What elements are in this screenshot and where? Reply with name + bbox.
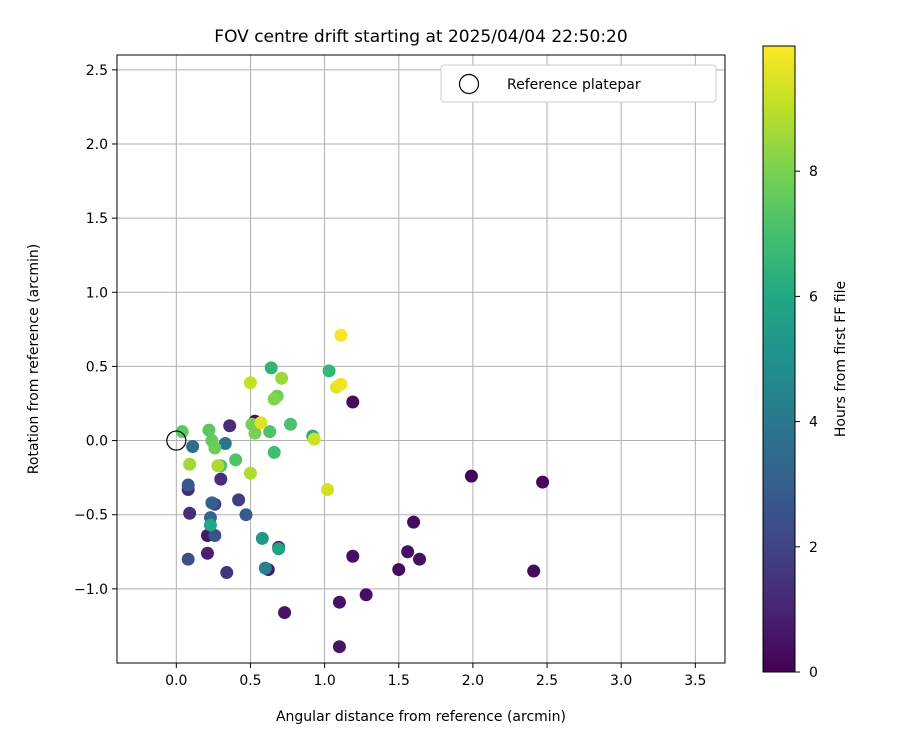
data-point — [334, 377, 348, 391]
data-point — [186, 439, 200, 453]
data-point — [346, 395, 360, 409]
data-point — [258, 561, 272, 575]
data-point — [264, 361, 278, 375]
x-tick-label: 3.5 — [684, 673, 706, 689]
y-tick-label: 2.5 — [86, 63, 108, 79]
data-point — [232, 493, 246, 507]
data-point — [413, 552, 427, 566]
x-tick-label: 2.0 — [462, 673, 484, 689]
data-point — [254, 416, 268, 430]
data-point — [527, 564, 541, 578]
data-point — [243, 376, 257, 390]
y-tick-label: −0.5 — [74, 508, 108, 524]
y-axis-ticks: −1.0 −0.5 0.0 0.5 1.0 1.5 2.0 2.5 — [74, 63, 117, 598]
data-point — [205, 496, 219, 510]
data-point — [407, 515, 421, 529]
data-point — [332, 595, 346, 609]
data-point — [321, 482, 335, 496]
data-point — [346, 549, 360, 563]
data-point — [307, 432, 321, 446]
colorbar-tick-label: 6 — [809, 289, 818, 305]
data-point — [183, 506, 197, 520]
data-point — [334, 328, 348, 342]
legend-label-reference-platepar: Reference platepar — [507, 77, 641, 93]
legend-marker-reference-platepar — [458, 73, 480, 95]
colorbar: 0 2 4 6 8 Hours from first FF file — [762, 45, 849, 681]
data-point — [183, 457, 197, 471]
data-point — [267, 392, 281, 406]
legend: Reference platepar — [440, 64, 717, 103]
data-point — [208, 441, 222, 455]
reference-platepar-marker — [166, 430, 187, 451]
data-point — [278, 606, 292, 620]
data-point — [263, 425, 277, 439]
y-tick-label: 0.5 — [86, 359, 108, 375]
data-point — [214, 472, 228, 486]
x-tick-label: 0.0 — [165, 673, 187, 689]
colorbar-tick-label: 2 — [809, 540, 818, 556]
data-point — [536, 475, 550, 489]
data-points — [166, 328, 550, 654]
data-point — [200, 546, 214, 560]
x-tick-label: 1.5 — [388, 673, 410, 689]
y-tick-label: 0.0 — [86, 434, 108, 450]
data-point — [401, 545, 415, 559]
data-point — [359, 588, 373, 602]
data-point — [332, 640, 346, 654]
data-point — [243, 466, 257, 480]
data-point — [284, 417, 298, 431]
x-axis-label: Angular distance from reference (arcmin) — [276, 709, 566, 725]
colorbar-tick-label: 0 — [809, 665, 818, 681]
data-point — [202, 423, 216, 437]
colorbar-tick-label: 4 — [809, 415, 818, 431]
y-axis-label: Rotation from reference (arcmin) — [26, 244, 42, 474]
data-point — [220, 566, 234, 580]
data-point — [175, 425, 189, 439]
data-point — [223, 419, 237, 433]
data-point — [208, 528, 222, 542]
colorbar-tick-label: 8 — [809, 164, 818, 180]
plot-area — [116, 54, 726, 664]
data-point — [181, 552, 195, 566]
data-point — [392, 563, 406, 577]
data-point — [229, 453, 243, 467]
data-point — [322, 364, 336, 378]
data-point — [272, 542, 286, 556]
y-tick-label: 1.0 — [86, 285, 108, 301]
data-point — [218, 437, 232, 451]
data-point — [275, 371, 289, 385]
legend-box — [440, 64, 717, 103]
data-point — [181, 478, 195, 492]
x-tick-label: 1.0 — [313, 673, 335, 689]
y-tick-label: 2.0 — [86, 137, 108, 153]
colorbar-label: Hours from first FF file — [833, 281, 849, 437]
data-point — [255, 531, 269, 545]
colorbar-ticks: 0 2 4 6 8 — [795, 164, 818, 681]
y-tick-label: −1.0 — [74, 582, 108, 598]
data-point — [203, 518, 217, 532]
x-tick-label: 0.5 — [239, 673, 261, 689]
data-point — [464, 469, 478, 483]
x-axis-ticks: 0.0 0.5 1.0 1.5 2.0 2.5 3.0 3.5 — [165, 663, 706, 689]
y-tick-label: 1.5 — [86, 211, 108, 227]
data-point — [211, 459, 225, 473]
data-point — [239, 508, 253, 522]
chart-title: FOV centre drift starting at 2025/04/04 … — [214, 27, 627, 47]
colorbar-gradient — [762, 45, 796, 673]
data-point — [267, 445, 281, 459]
x-tick-label: 3.0 — [610, 673, 632, 689]
data-point — [248, 426, 262, 440]
x-tick-label: 2.5 — [536, 673, 558, 689]
grid — [117, 55, 725, 663]
